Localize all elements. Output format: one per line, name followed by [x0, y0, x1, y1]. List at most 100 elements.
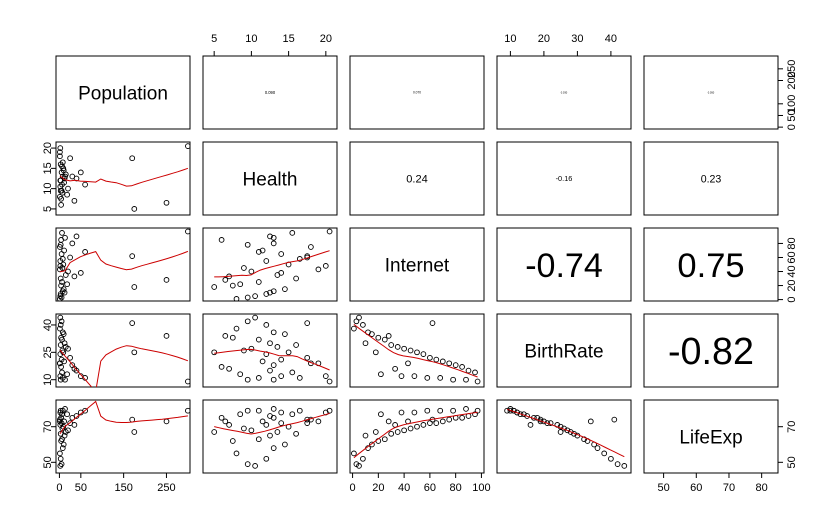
data-point [229, 438, 236, 444]
correlation-label: 0.23 [701, 173, 722, 185]
data-point [407, 425, 414, 432]
tick-label-bottom: 250 [157, 482, 175, 494]
data-point [58, 318, 65, 325]
data-point [278, 373, 285, 379]
data-point [369, 331, 375, 337]
data-point [57, 322, 64, 328]
data-point [507, 407, 514, 414]
diagonal-label-internet: Internet [385, 256, 450, 277]
data-point [57, 342, 64, 348]
tick-label-right: 20 [786, 279, 798, 291]
panel-frame [643, 313, 779, 388]
panel-plot-area [57, 228, 190, 301]
data-point [274, 429, 281, 435]
data-point [278, 270, 285, 276]
data-point [388, 342, 395, 348]
data-point [185, 407, 190, 414]
data-point [420, 351, 427, 357]
data-point [315, 266, 322, 273]
data-point [557, 423, 564, 430]
data-point [59, 436, 65, 443]
data-point [437, 407, 444, 414]
data-point [450, 376, 456, 383]
tick-label-left: 10 [42, 183, 54, 195]
panel-birthrate-internet [349, 313, 485, 388]
data-point [58, 202, 64, 208]
data-point [274, 344, 281, 350]
tick-label-top: 40 [605, 33, 617, 45]
tick-label-bottom: 100 [472, 482, 490, 494]
data-point [62, 406, 68, 412]
diagonal-label-population: Population [78, 84, 168, 105]
correlation-label: -0.74 [525, 247, 603, 285]
panel-health-birthrate: -0.16 [496, 141, 632, 216]
data-point [315, 418, 322, 425]
data-point [270, 406, 277, 412]
data-point [360, 455, 366, 462]
data-point [429, 320, 436, 326]
tick-label-right: 250 [786, 60, 798, 78]
data-point [304, 416, 311, 423]
data-point [65, 345, 71, 352]
smooth-line [59, 345, 189, 387]
data-point [270, 240, 277, 247]
smooth-line [59, 250, 189, 273]
data-point [427, 354, 433, 361]
data-point [557, 429, 564, 435]
smooth-line [59, 400, 188, 435]
data-point [270, 234, 277, 241]
panel-plot-area [504, 406, 628, 469]
data-point [278, 251, 285, 257]
panel-frame [202, 227, 338, 302]
data-point [270, 362, 277, 368]
tick-label-left: 40 [42, 319, 54, 331]
data-point [372, 349, 379, 356]
panel-plot-area [211, 314, 333, 385]
data-point [450, 407, 456, 414]
tick-label-top: 10 [245, 33, 257, 45]
data-point [73, 233, 80, 240]
data-point [129, 253, 136, 259]
panel-plot-area [211, 406, 333, 469]
panel-frame [202, 399, 338, 474]
data-point [58, 414, 64, 421]
panel-plot-area [57, 314, 190, 387]
data-point [62, 234, 68, 241]
data-point [385, 333, 392, 339]
data-point [293, 430, 299, 437]
data-point [233, 450, 240, 457]
data-point [259, 358, 266, 365]
panel-population-internet: 0.070 [349, 55, 485, 130]
data-point [252, 463, 258, 469]
data-point [385, 418, 392, 425]
tick-label-left: 70 [42, 421, 54, 433]
data-point [263, 455, 270, 462]
panel-lifeexp-internet [349, 399, 485, 474]
data-point [163, 199, 170, 206]
tick-label-right: 50 [786, 456, 798, 468]
data-point [82, 407, 88, 414]
tick-label-bottom: 150 [114, 482, 132, 494]
panel-plot-area [57, 400, 190, 469]
data-point [270, 376, 277, 383]
data-point [64, 281, 70, 288]
data-point [60, 261, 67, 268]
data-point [163, 277, 170, 283]
panel-frame [349, 55, 485, 130]
data-point [608, 455, 614, 462]
panel-health-health: Health [202, 141, 338, 216]
data-point [507, 406, 514, 412]
data-point [259, 418, 266, 425]
data-point [424, 375, 431, 381]
data-point [394, 344, 401, 350]
tick-label-left: 50 [42, 456, 54, 468]
data-point [322, 263, 329, 269]
data-point [185, 378, 190, 385]
tick-label-bottom: 0 [350, 482, 356, 494]
panel-birthrate-health [202, 313, 338, 388]
data-point [474, 407, 481, 414]
data-point [248, 268, 255, 275]
data-point [452, 362, 459, 368]
data-point [351, 325, 357, 332]
